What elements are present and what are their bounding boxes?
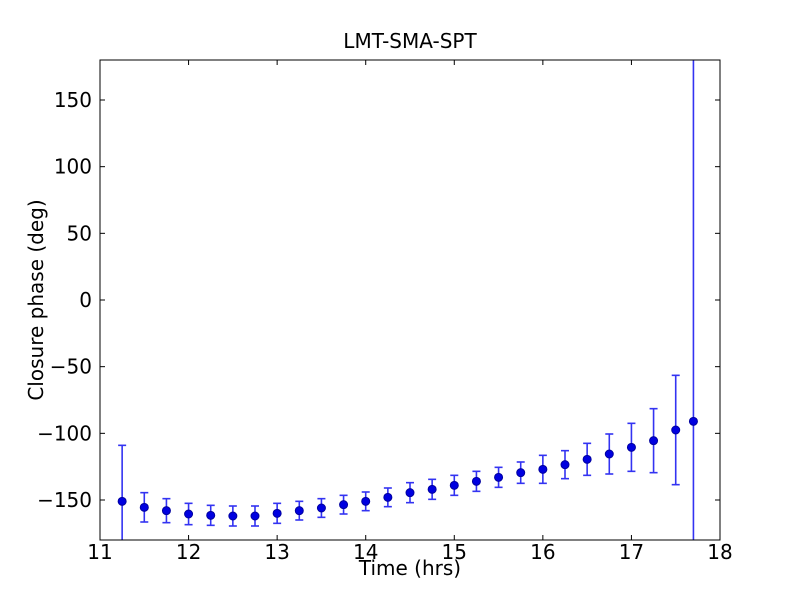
x-tick-label: 12 bbox=[176, 540, 201, 564]
data-point bbox=[161, 506, 171, 516]
data-point bbox=[560, 460, 570, 470]
y-tick-label: −150 bbox=[37, 488, 92, 512]
y-tick-label: 0 bbox=[79, 288, 92, 312]
y-tick-label: −50 bbox=[50, 355, 92, 379]
data-point bbox=[228, 511, 238, 521]
y-tick-label: 50 bbox=[67, 221, 92, 245]
data-point bbox=[383, 492, 393, 502]
data-point bbox=[471, 476, 481, 486]
data-point bbox=[671, 425, 681, 435]
data-point bbox=[538, 464, 548, 474]
data-series bbox=[117, 60, 698, 540]
chart-title: LMT-SMA-SPT bbox=[343, 29, 477, 53]
data-point bbox=[494, 472, 504, 482]
y-tick-label: 100 bbox=[54, 155, 92, 179]
data-point bbox=[294, 506, 304, 516]
data-point bbox=[250, 511, 260, 521]
y-tick-label: 150 bbox=[54, 88, 92, 112]
y-axis-label: Closure phase (deg) bbox=[24, 199, 48, 401]
data-point bbox=[272, 508, 282, 518]
data-point bbox=[339, 500, 349, 510]
data-point bbox=[316, 503, 326, 513]
x-tick-label: 15 bbox=[442, 540, 467, 564]
data-point bbox=[626, 442, 636, 452]
x-tick-label: 17 bbox=[619, 540, 644, 564]
data-point bbox=[117, 496, 127, 506]
data-point bbox=[184, 509, 194, 519]
data-point bbox=[206, 510, 216, 520]
data-point bbox=[649, 436, 659, 446]
plot-frame bbox=[99, 59, 721, 541]
x-tick-label: 16 bbox=[530, 540, 555, 564]
data-point bbox=[604, 449, 614, 459]
data-point bbox=[449, 480, 459, 490]
data-point bbox=[582, 454, 592, 464]
data-point bbox=[139, 502, 149, 512]
data-point bbox=[361, 496, 371, 506]
y-tick-label: −100 bbox=[37, 421, 92, 445]
data-point bbox=[688, 416, 698, 426]
x-tick-label: 18 bbox=[707, 540, 732, 564]
data-point bbox=[516, 468, 526, 478]
x-tick-label: 13 bbox=[264, 540, 289, 564]
x-axis-label: Time (hrs) bbox=[358, 556, 462, 580]
x-tick-label: 11 bbox=[87, 540, 112, 564]
x-tick-label: 14 bbox=[353, 540, 378, 564]
data-point bbox=[405, 488, 415, 498]
data-point bbox=[427, 484, 437, 494]
